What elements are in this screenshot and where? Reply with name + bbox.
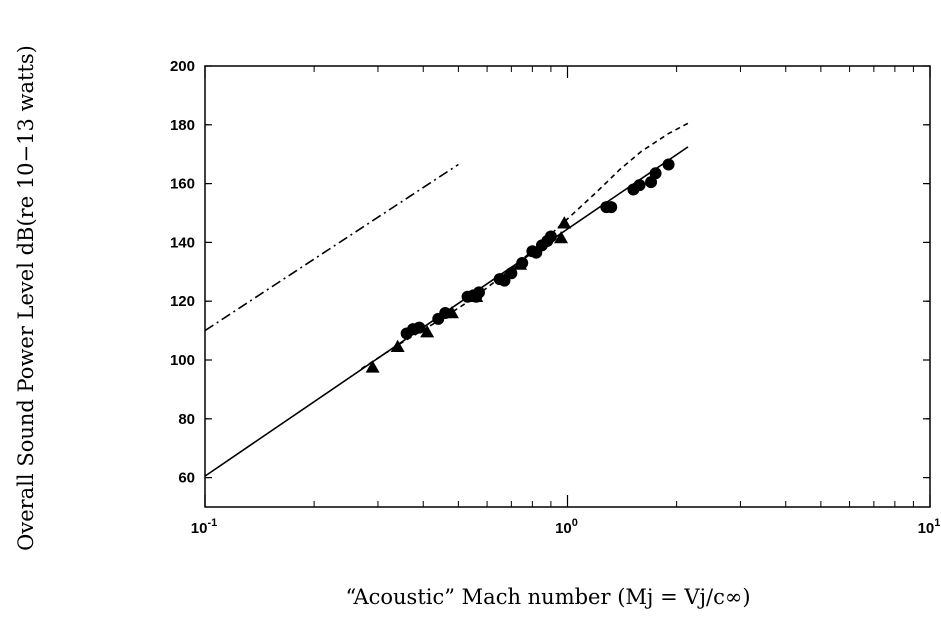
data-point-triangle xyxy=(557,216,572,229)
x-tick-group: 10-1 100 101 xyxy=(191,66,941,537)
y-tick-label: 180 xyxy=(170,117,195,134)
y-tick-label: 140 xyxy=(170,234,195,251)
y-tick-label: 120 xyxy=(170,293,195,310)
data-point-triangle xyxy=(444,305,459,319)
y-tick-label: 100 xyxy=(170,352,195,369)
x-axis-title: “Acoustic” Mach number (Mj = Vj/c∞) xyxy=(345,585,750,609)
y-tick-label: 200 xyxy=(170,58,195,75)
y-tick-label: 60 xyxy=(178,470,195,487)
y-axis-title: Overall Sound Power Level dB(re 10−13 wa… xyxy=(14,45,38,551)
y-tick-label: 80 xyxy=(178,411,195,428)
y-tick-label: 160 xyxy=(170,176,195,193)
series-line-dash-dot xyxy=(204,163,459,332)
data-point-triangle xyxy=(420,325,435,338)
y-tick-group: 60 80 100 120 140 160 180 200 xyxy=(170,58,930,487)
plot-frame xyxy=(204,65,931,508)
x-tick-label: 10-1 xyxy=(191,517,217,537)
data-point-circle xyxy=(544,230,557,243)
x-tick-label: 101 xyxy=(918,517,941,537)
data-point-triangle xyxy=(365,360,380,373)
data-point-circle xyxy=(605,201,618,214)
x-tick-label: 100 xyxy=(555,517,578,537)
data-point-triangle xyxy=(554,230,569,244)
plot-axes xyxy=(204,65,931,508)
data-point-triangle xyxy=(513,257,528,270)
data-point-circle xyxy=(413,321,426,334)
data-point-circle xyxy=(505,267,518,280)
data-point-triangle xyxy=(469,289,484,303)
data-point-circle xyxy=(633,179,646,192)
data-point-circle xyxy=(649,167,662,180)
series-group xyxy=(204,122,689,477)
series-line-dashed xyxy=(360,122,689,370)
data-point-triangle xyxy=(390,339,405,353)
data-point-circle xyxy=(662,158,675,171)
data-point-circle xyxy=(645,176,658,189)
